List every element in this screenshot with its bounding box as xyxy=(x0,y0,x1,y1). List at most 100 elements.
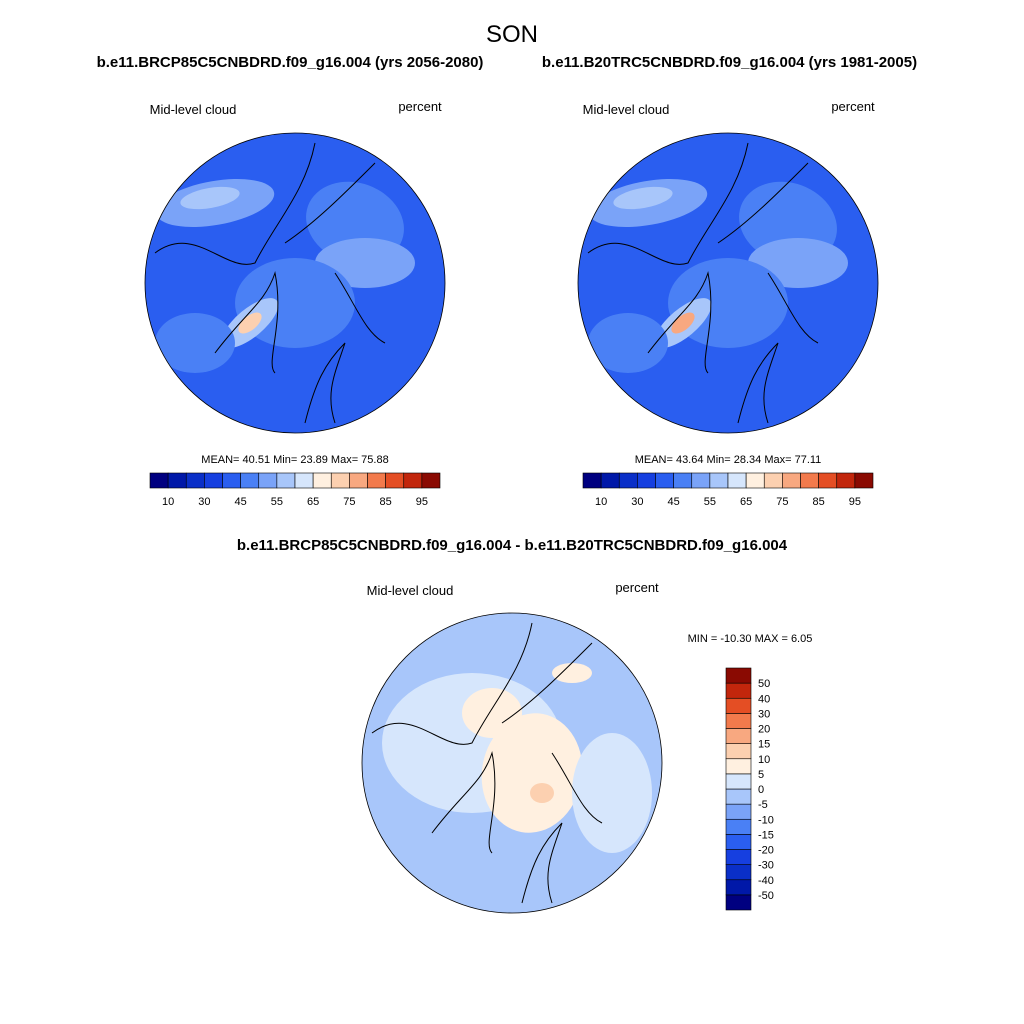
colorbar-box xyxy=(582,472,602,489)
left-label: Mid-level cloud xyxy=(150,102,237,117)
colorbar-box xyxy=(854,472,874,489)
map-border xyxy=(577,132,879,434)
colorbar-label: 50 xyxy=(758,678,770,690)
colorbar-box xyxy=(149,472,169,489)
colorbar-box xyxy=(725,773,752,790)
colorbar-box xyxy=(725,803,752,820)
panel-subtitle: b.e11.B20TRC5CNBDRD.f09_g16.004 (yrs 198… xyxy=(542,54,917,71)
colorbar-box xyxy=(725,713,752,729)
difference-subtitle: b.e11.BRCP85C5CNBDRD.f09_g16.004 - b.e11… xyxy=(237,537,788,554)
colorbar-label: 20 xyxy=(758,724,770,736)
colorbar-label: 55 xyxy=(271,496,283,508)
colorbar-box xyxy=(240,472,260,489)
field-region xyxy=(552,663,592,683)
colorbar-label: 95 xyxy=(416,496,428,508)
field-region xyxy=(613,186,673,210)
coastline xyxy=(284,162,376,244)
colorbar-label: 15 xyxy=(758,739,770,751)
colorbar-box xyxy=(691,472,711,489)
field-region xyxy=(588,313,668,373)
colorbar-label: 0 xyxy=(758,784,764,796)
figure-title: SON xyxy=(486,21,538,48)
colorbar-box xyxy=(725,834,752,850)
coastline xyxy=(587,142,749,265)
coastline xyxy=(521,822,563,904)
colorbar-label: 95 xyxy=(849,496,861,508)
colorbar-box xyxy=(367,472,386,489)
colorbar-box xyxy=(222,472,241,489)
colorbar-box xyxy=(294,472,314,489)
colorbar-label: 10 xyxy=(758,754,770,766)
colorbar-label: 45 xyxy=(668,496,680,508)
coastline xyxy=(431,751,496,854)
colorbar-label: 40 xyxy=(758,693,770,705)
map-border xyxy=(361,612,663,914)
field-region xyxy=(180,186,240,210)
right-label: percent xyxy=(398,99,442,114)
colorbar-box xyxy=(836,472,856,489)
colorbar-box xyxy=(818,472,838,489)
colorbar-box xyxy=(330,472,350,489)
stats: MEAN= 40.51 Min= 23.89 Max= 75.88 xyxy=(201,454,388,466)
colorbar-box xyxy=(725,728,752,744)
field-region xyxy=(671,312,695,334)
colorbar-box xyxy=(725,788,752,805)
colorbar-box xyxy=(727,472,747,489)
colorbar-box xyxy=(725,758,752,775)
colorbar-label: 65 xyxy=(307,496,319,508)
left-label: Mid-level cloud xyxy=(367,583,454,598)
coastline xyxy=(304,342,346,424)
colorbar-label: -50 xyxy=(758,890,774,902)
stats: MIN = -10.30 MAX = 6.05 xyxy=(688,633,813,645)
map xyxy=(578,133,878,433)
colorbar-label: 85 xyxy=(813,496,825,508)
colorbar-label: 45 xyxy=(235,496,247,508)
colorbar-box xyxy=(725,879,752,896)
colorbar-label: 10 xyxy=(595,496,607,508)
colorbar-box xyxy=(725,864,752,881)
colorbar-label: 30 xyxy=(631,496,643,508)
colorbar-label: -20 xyxy=(758,845,774,857)
colorbar-label: -10 xyxy=(758,814,774,826)
colorbar-label: -15 xyxy=(758,829,774,841)
map xyxy=(145,133,445,433)
colorbar-box xyxy=(167,472,187,489)
map-border xyxy=(144,132,446,434)
colorbar-box xyxy=(312,472,332,489)
map xyxy=(362,613,662,913)
colorbar-label: 5 xyxy=(758,769,764,781)
colorbar-box xyxy=(725,818,752,835)
field-region xyxy=(462,688,522,738)
colorbar-box xyxy=(600,472,620,489)
colorbar-box xyxy=(782,472,801,489)
coastline xyxy=(154,142,316,265)
colorbar-box xyxy=(725,743,752,760)
colorbar-box xyxy=(421,472,441,489)
colorbar-box xyxy=(725,849,752,865)
colorbar-label: 75 xyxy=(343,496,355,508)
colorbar-box xyxy=(725,667,752,684)
colorbar-box xyxy=(673,472,693,489)
colorbar-box xyxy=(403,472,423,489)
coastline xyxy=(501,642,593,724)
field-region xyxy=(530,783,554,803)
colorbar-label: 30 xyxy=(198,496,210,508)
colorbar-label: -5 xyxy=(758,799,768,811)
field-region xyxy=(572,733,652,853)
colorbar-label: 85 xyxy=(380,496,392,508)
stats: MEAN= 43.64 Min= 28.34 Max= 77.11 xyxy=(635,454,822,466)
field-region xyxy=(238,312,262,334)
colorbar-label: -40 xyxy=(758,875,774,887)
coastline xyxy=(551,752,603,824)
colorbar-box xyxy=(763,472,783,489)
colorbar-box xyxy=(385,472,405,489)
colorbar-box xyxy=(637,472,656,489)
colorbar-box xyxy=(800,472,819,489)
colorbar-box xyxy=(618,472,638,489)
coastline xyxy=(371,622,533,745)
coastline xyxy=(717,162,809,244)
colorbar-box xyxy=(709,472,729,489)
colorbar-box xyxy=(276,472,296,489)
colorbar-box xyxy=(725,697,752,714)
